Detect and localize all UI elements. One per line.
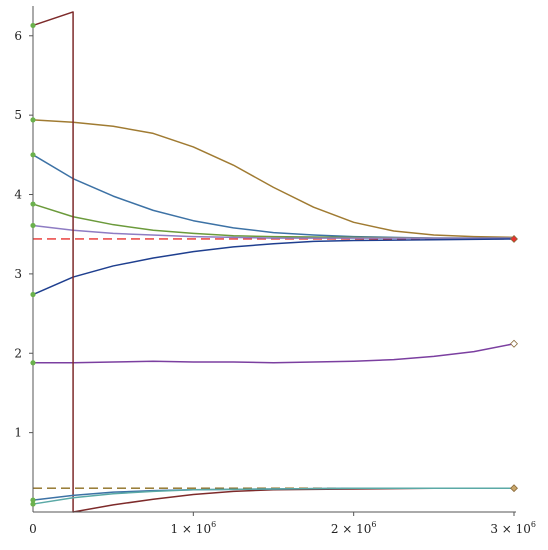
series-start-marker-5: [30, 291, 36, 298]
series-end-marker-5: [510, 235, 518, 243]
y-tick-label-1: 1: [14, 426, 22, 440]
x-tick-label-2: 1 × 106: [170, 520, 216, 536]
x-tick-label-1: 0: [29, 522, 37, 536]
series-start-marker-1: [30, 117, 36, 123]
series-line-6: [33, 343, 515, 364]
y-tick-label-2: 2: [14, 346, 22, 360]
x-tick-label-4: 3 × 106: [490, 520, 536, 536]
y-ticks: 1 2 3 4 5 6: [14, 29, 33, 440]
series-start-marker-4: [30, 222, 36, 229]
y-tick-label-3: 3: [14, 267, 22, 281]
y-tick-label-4: 4: [14, 188, 22, 202]
series-start-marker-8: [30, 497, 36, 503]
x-tick-label-3: 2 × 106: [331, 520, 377, 536]
series-line-5: [32, 238, 515, 296]
series-start-marker-6: [30, 360, 36, 366]
series-lines: [32, 11, 515, 513]
axes: [32, 6, 516, 513]
reference-lines: [33, 238, 514, 489]
series-line-2: [32, 154, 514, 239]
series-line-7: [32, 11, 514, 513]
x-ticks: 0 1 × 106 2 × 106 3 × 106: [29, 512, 536, 536]
series-end-marker-9: [510, 484, 518, 493]
series-start-marker-9: [30, 501, 36, 507]
series-line-1: [32, 119, 515, 239]
series-line-4: [32, 224, 514, 239]
series-line-9: [32, 487, 514, 505]
y-tick-label-6: 6: [14, 29, 22, 43]
y-tick-label-5: 5: [14, 108, 22, 122]
series-markers: [30, 22, 518, 507]
series-start-marker-7: [30, 22, 36, 29]
series-start-marker-2: [30, 152, 36, 158]
series-end-marker-6: [510, 339, 518, 348]
series-start-marker-3: [30, 201, 36, 207]
